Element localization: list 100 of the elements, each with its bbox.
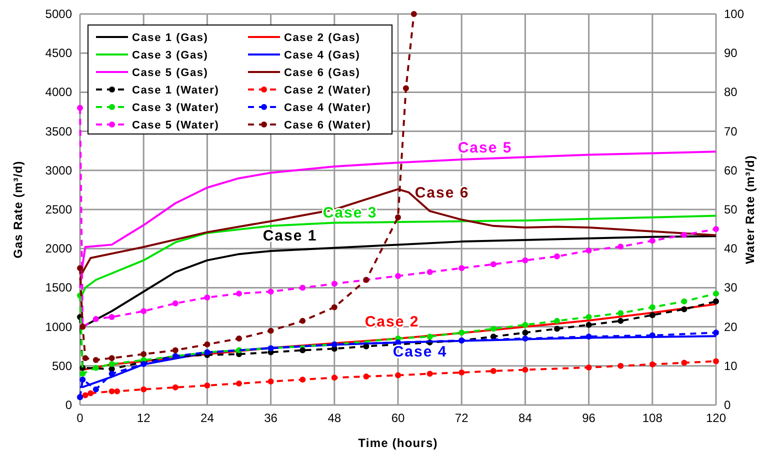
legend-label: Case 3 (Water) bbox=[132, 102, 220, 114]
y-tick-label: 3500 bbox=[45, 124, 72, 138]
point bbox=[713, 298, 719, 304]
annotation: Case 1 bbox=[262, 228, 318, 244]
point bbox=[204, 341, 210, 348]
legend-label: Case 2 (Gas) bbox=[284, 32, 360, 44]
legend-label: Case 6 (Water) bbox=[284, 120, 372, 132]
point bbox=[522, 330, 528, 336]
point bbox=[363, 373, 370, 380]
point bbox=[395, 372, 401, 378]
point bbox=[331, 374, 338, 381]
x-tick-label: 108 bbox=[642, 411, 663, 425]
y2-tick-label: 30 bbox=[724, 280, 738, 295]
point bbox=[331, 280, 338, 287]
annotation: Case 3 bbox=[322, 204, 378, 222]
point bbox=[649, 332, 656, 338]
point bbox=[236, 290, 242, 297]
point bbox=[618, 310, 624, 316]
x-tick-label: 60 bbox=[391, 411, 405, 425]
x-tick-label: 72 bbox=[454, 411, 469, 425]
point bbox=[490, 261, 496, 268]
point bbox=[410, 11, 417, 17]
point bbox=[300, 284, 306, 291]
legend-label: Case 4 (Gas) bbox=[284, 50, 360, 62]
point bbox=[458, 330, 465, 336]
point bbox=[268, 378, 274, 385]
point bbox=[681, 232, 688, 238]
point bbox=[395, 214, 401, 220]
legend-label: Case 1 (Gas) bbox=[132, 32, 208, 44]
x-tick-label: 48 bbox=[328, 411, 342, 425]
point bbox=[586, 334, 592, 340]
legend-label: Case 5 (Water) bbox=[132, 120, 220, 132]
point bbox=[236, 380, 242, 386]
point bbox=[522, 322, 528, 328]
point bbox=[77, 104, 83, 111]
point bbox=[649, 304, 656, 310]
point bbox=[114, 388, 120, 394]
point bbox=[108, 314, 115, 320]
point bbox=[586, 364, 592, 370]
annotation: Case 5 bbox=[458, 140, 512, 156]
point bbox=[426, 269, 433, 276]
point bbox=[426, 370, 433, 377]
point bbox=[522, 336, 528, 342]
y-tick-label: 2500 bbox=[45, 202, 72, 216]
point bbox=[268, 328, 274, 334]
point bbox=[77, 265, 83, 272]
y-tick-label: 1500 bbox=[45, 280, 72, 295]
legend-label: Case 2 (Water) bbox=[284, 84, 372, 96]
point bbox=[554, 253, 560, 260]
y-axis-title: Gas Rate (m³/d) bbox=[11, 160, 25, 258]
point bbox=[88, 390, 94, 396]
x-tick-label: 0 bbox=[76, 411, 84, 425]
y-tick-label: 500 bbox=[52, 358, 72, 373]
x-tick-label: 24 bbox=[200, 411, 214, 425]
point bbox=[458, 265, 465, 272]
point bbox=[172, 384, 178, 390]
annotation: Case 2 bbox=[364, 314, 420, 330]
point bbox=[554, 326, 560, 332]
y2-tick-label: 60 bbox=[724, 163, 738, 178]
y2-tick-label: 10 bbox=[724, 358, 738, 373]
point bbox=[713, 330, 719, 336]
point bbox=[80, 370, 86, 377]
y2-tick-label: 80 bbox=[724, 85, 738, 100]
point bbox=[713, 358, 719, 364]
point bbox=[204, 382, 210, 388]
point bbox=[140, 351, 147, 358]
point bbox=[681, 298, 688, 304]
legend-label: Case 3 (Gas) bbox=[132, 50, 208, 62]
point bbox=[490, 368, 496, 374]
point bbox=[92, 357, 99, 364]
point bbox=[172, 347, 178, 354]
point bbox=[522, 366, 528, 373]
legend-label: Case 1 (Water) bbox=[132, 84, 220, 96]
point bbox=[92, 386, 99, 392]
point bbox=[649, 312, 656, 318]
point bbox=[108, 360, 115, 367]
point bbox=[554, 318, 560, 324]
point bbox=[395, 272, 401, 279]
x-tick-label: 12 bbox=[136, 411, 151, 425]
point bbox=[300, 347, 306, 354]
point bbox=[92, 364, 99, 371]
legend-label: Case 5 (Gas) bbox=[132, 67, 208, 79]
annotation: Case 4 bbox=[392, 344, 448, 360]
point bbox=[108, 370, 115, 377]
y-tick-label: 4500 bbox=[45, 46, 72, 60]
point bbox=[82, 355, 88, 362]
x-tick-label: 84 bbox=[518, 411, 532, 425]
point bbox=[172, 300, 178, 306]
y2-tick-label: 50 bbox=[724, 202, 738, 216]
point bbox=[140, 386, 147, 392]
point bbox=[522, 257, 528, 264]
point bbox=[300, 318, 306, 324]
y-tick-label: 2000 bbox=[45, 242, 72, 256]
y-tick-label: 0 bbox=[65, 398, 72, 412]
y2-tick-label: 90 bbox=[724, 46, 738, 60]
annotation: Case 6 bbox=[414, 184, 470, 202]
point bbox=[713, 226, 719, 232]
point bbox=[618, 244, 624, 250]
point bbox=[586, 314, 592, 320]
point bbox=[80, 376, 86, 383]
